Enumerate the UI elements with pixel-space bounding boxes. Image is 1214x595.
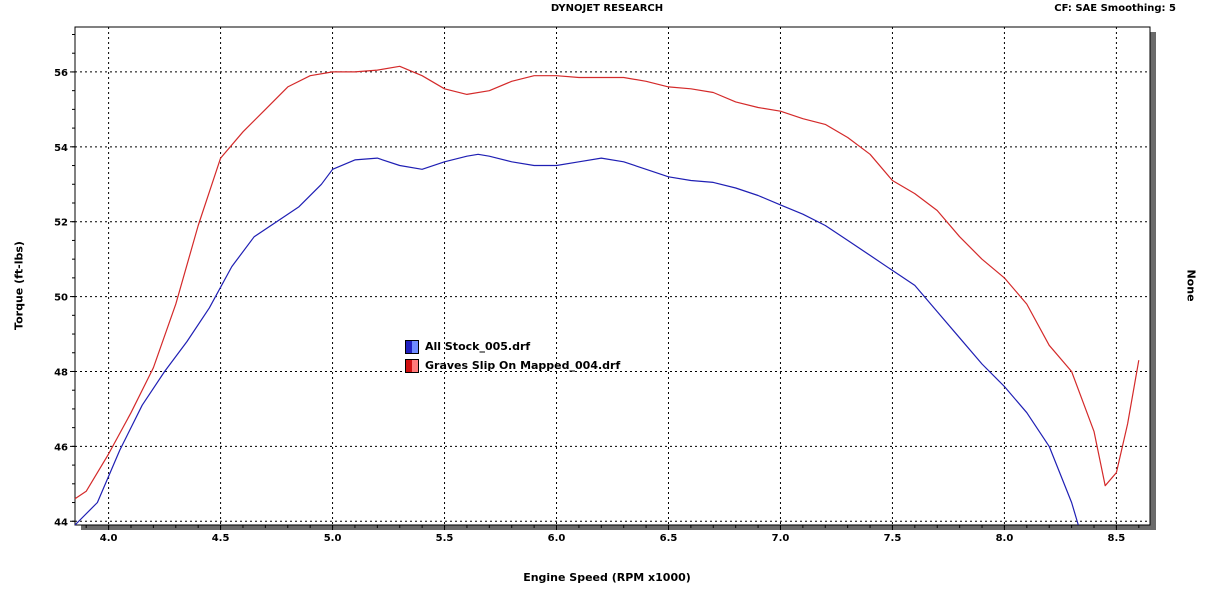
x-tick-label: 4.0 bbox=[100, 533, 118, 544]
plot-area bbox=[74, 26, 1151, 526]
x-tick-label: 6.5 bbox=[660, 533, 678, 544]
x-tick-label: 6.0 bbox=[548, 533, 566, 544]
secondary-y-axis-label: None bbox=[1184, 269, 1198, 302]
legend-swatch-graves bbox=[405, 359, 419, 373]
y-tick-label: 54 bbox=[54, 143, 68, 154]
grid-lines bbox=[75, 27, 1150, 525]
y-tick-label: 52 bbox=[54, 218, 68, 229]
y-tick-label: 46 bbox=[54, 442, 68, 453]
legend-label-stock: All Stock_005.drf bbox=[425, 340, 531, 353]
x-tick-label: 5.5 bbox=[436, 533, 454, 544]
x-tick-label: 8.5 bbox=[1108, 533, 1126, 544]
axis-ticks bbox=[70, 33, 1140, 530]
correction-factor-text: CF: SAE Smoothing: 5 bbox=[1054, 3, 1176, 14]
x-tick-labels: 4.0 4.5 5.0 5.5 6.0 6.5 7.0 7.5 8.0 8.5 bbox=[100, 533, 1126, 544]
y-tick-label: 44 bbox=[54, 517, 68, 528]
x-axis-label: Engine Speed (RPM x1000) bbox=[523, 571, 691, 584]
legend-label-graves: Graves Slip On Mapped_004.drf bbox=[425, 359, 621, 372]
y-tick-label: 48 bbox=[54, 367, 68, 378]
legend-item-graves[interactable]: Graves Slip On Mapped_004.drf bbox=[405, 359, 620, 373]
legend-item-stock[interactable]: All Stock_005.drf bbox=[405, 340, 530, 354]
legend-swatch-stock bbox=[405, 340, 419, 354]
x-tick-label: 8.0 bbox=[996, 533, 1014, 544]
series-lines bbox=[74, 65, 1140, 526]
series-line-1 bbox=[74, 65, 1140, 500]
series-line-0 bbox=[74, 153, 1079, 526]
x-tick-label: 7.0 bbox=[772, 533, 790, 544]
y-axis-label: Torque (ft-lbs) bbox=[12, 241, 26, 330]
x-tick-label: 4.5 bbox=[212, 533, 230, 544]
y-tick-label: 50 bbox=[54, 293, 68, 304]
x-tick-label: 7.5 bbox=[884, 533, 902, 544]
report-title: DYNOJET RESEARCH bbox=[550, 3, 664, 14]
x-tick-label: 5.0 bbox=[324, 533, 342, 544]
y-tick-labels: 44 46 48 50 52 54 56 bbox=[54, 68, 68, 528]
y-tick-label: 56 bbox=[54, 68, 68, 79]
